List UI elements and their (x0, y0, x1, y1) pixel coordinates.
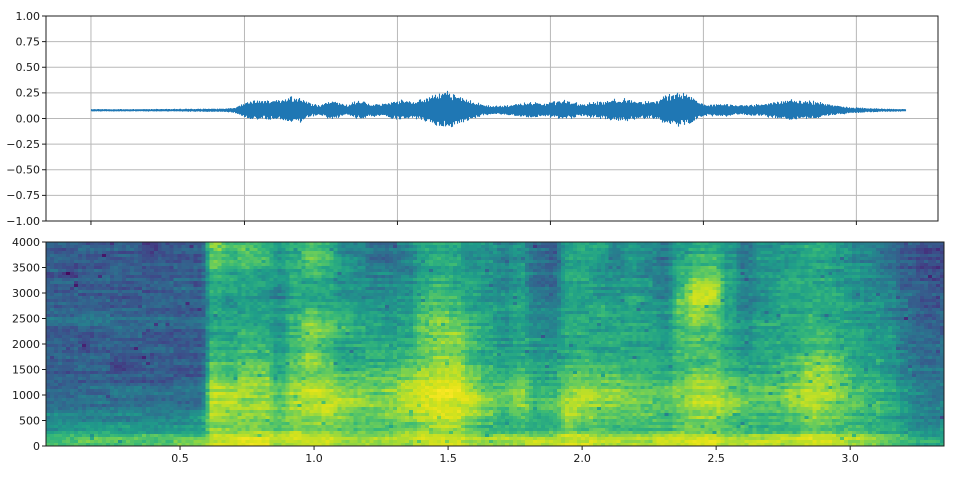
x-tick-label: 3.0 (841, 452, 859, 465)
x-tick-label: 2.5 (707, 452, 725, 465)
y-tick-label: −0.25 (6, 138, 40, 151)
y-tick-label: 0.00 (16, 112, 41, 125)
y-tick-label: 0 (33, 440, 40, 453)
y-tick-label: 1.00 (16, 10, 41, 23)
y-tick-label: 0.50 (16, 61, 41, 74)
spectrogram-image (46, 242, 944, 446)
y-tick-label: −0.75 (6, 189, 40, 202)
y-tick-label: 4000 (12, 236, 40, 249)
x-tick-label: 0.5 (171, 452, 189, 465)
spectrogram-spines (45, 241, 945, 447)
y-tick-label: 1000 (12, 389, 40, 402)
y-tick-label: 0.75 (16, 35, 41, 48)
waveform-trace (90, 90, 907, 128)
x-tick-label: 1.5 (439, 452, 457, 465)
y-tick-label: 1500 (12, 363, 40, 376)
x-tick-label: 1.0 (305, 452, 323, 465)
y-tick-label: −0.50 (6, 164, 40, 177)
y-tick-label: 2000 (12, 338, 40, 351)
y-tick-label: 3000 (12, 287, 40, 300)
y-tick-label: 0.25 (16, 87, 41, 100)
x-tick-label: 2.0 (573, 452, 591, 465)
y-tick-label: 500 (19, 414, 40, 427)
y-tick-label: 2500 (12, 312, 40, 325)
y-tick-label: 3500 (12, 261, 40, 274)
y-tick-label: −1.00 (6, 215, 40, 228)
